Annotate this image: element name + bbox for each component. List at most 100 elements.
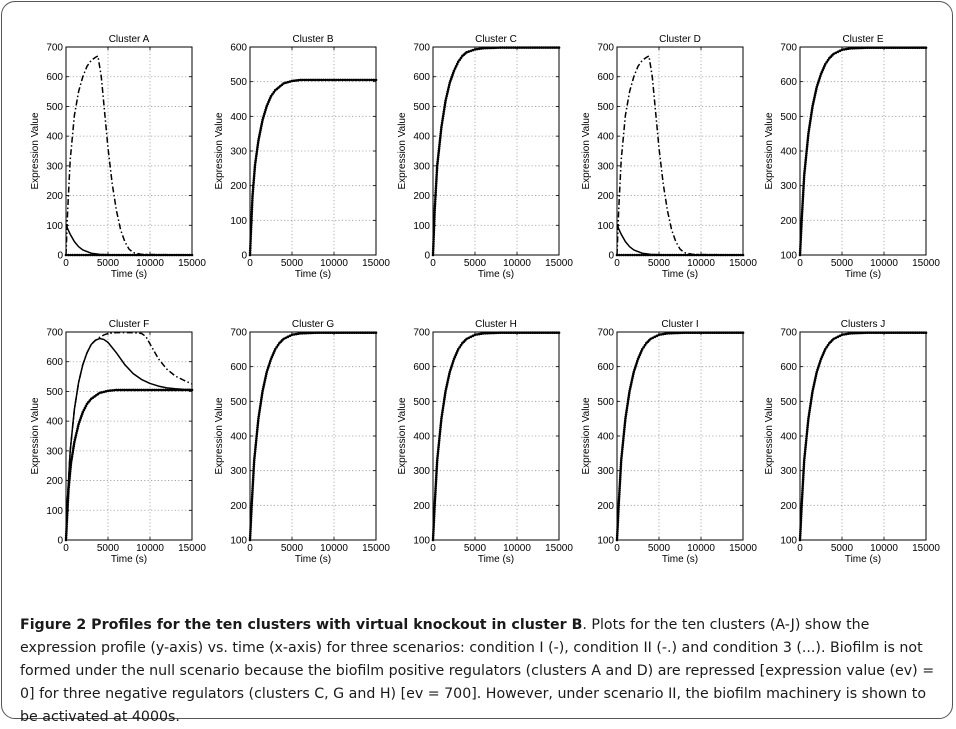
data-point bbox=[623, 419, 627, 423]
data-point bbox=[805, 147, 809, 151]
x-tick-label: 5000 bbox=[648, 258, 671, 269]
data-point bbox=[459, 343, 463, 347]
data-point bbox=[883, 331, 886, 334]
data-point bbox=[255, 437, 258, 440]
data-point bbox=[657, 333, 661, 337]
chart-title: Cluster E bbox=[842, 34, 883, 45]
data-point bbox=[619, 471, 622, 475]
data-point bbox=[813, 379, 817, 382]
x-axis-label: Time (s) bbox=[662, 554, 698, 565]
data-point bbox=[531, 46, 535, 49]
data-point bbox=[469, 49, 473, 53]
data-point bbox=[807, 130, 811, 133]
data-point bbox=[252, 458, 256, 462]
data-point bbox=[546, 46, 550, 49]
data-point bbox=[642, 345, 645, 349]
data-point bbox=[264, 374, 268, 378]
data-point bbox=[251, 478, 255, 481]
data-point bbox=[704, 253, 707, 257]
data-point bbox=[439, 128, 443, 131]
data-point bbox=[439, 132, 443, 135]
data-point bbox=[261, 116, 265, 120]
data-point bbox=[619, 458, 623, 462]
data-point bbox=[918, 46, 921, 49]
data-point bbox=[800, 506, 803, 509]
data-point bbox=[849, 47, 852, 50]
data-point bbox=[181, 253, 185, 257]
data-point bbox=[249, 512, 253, 516]
data-point bbox=[870, 46, 873, 49]
data-point bbox=[621, 441, 625, 445]
data-point bbox=[357, 331, 360, 334]
data-point bbox=[257, 417, 260, 420]
data-point bbox=[437, 153, 440, 157]
data-point bbox=[433, 508, 436, 511]
data-point bbox=[432, 527, 435, 531]
data-point bbox=[248, 249, 252, 252]
data-point bbox=[619, 463, 623, 466]
data-point bbox=[799, 242, 802, 246]
data-point bbox=[448, 372, 451, 376]
data-point bbox=[259, 126, 263, 130]
data-point bbox=[799, 514, 803, 518]
data-point bbox=[142, 253, 145, 257]
data-point bbox=[801, 195, 805, 199]
data-point bbox=[818, 77, 821, 80]
data-point bbox=[802, 465, 806, 469]
data-point bbox=[834, 336, 837, 340]
data-point bbox=[108, 389, 112, 392]
data-point bbox=[67, 481, 71, 485]
data-point bbox=[249, 519, 253, 522]
data-point bbox=[102, 253, 105, 257]
data-point bbox=[909, 46, 913, 49]
data-point bbox=[486, 331, 489, 335]
data-point bbox=[442, 108, 446, 111]
data-point bbox=[509, 46, 513, 49]
data-point bbox=[186, 253, 189, 257]
data-point bbox=[80, 412, 84, 416]
data-point bbox=[689, 331, 693, 334]
data-point bbox=[260, 398, 263, 401]
data-point bbox=[268, 98, 271, 102]
y-tick-label: 500 bbox=[46, 387, 63, 398]
data-point bbox=[270, 355, 274, 359]
data-point bbox=[802, 471, 805, 475]
y-tick-label: 200 bbox=[780, 501, 797, 512]
data-point bbox=[313, 331, 317, 335]
data-point bbox=[469, 335, 473, 339]
data-point bbox=[801, 191, 805, 194]
data-point bbox=[263, 110, 267, 114]
data-point bbox=[432, 242, 435, 246]
data-point bbox=[445, 92, 449, 96]
data-point bbox=[525, 331, 528, 334]
data-point bbox=[823, 349, 826, 353]
data-point bbox=[431, 253, 435, 257]
data-point bbox=[799, 527, 802, 531]
data-point bbox=[258, 133, 261, 136]
data-point bbox=[664, 253, 667, 257]
data-point bbox=[527, 46, 530, 49]
data-point bbox=[557, 331, 561, 334]
data-point bbox=[254, 439, 258, 442]
data-point bbox=[297, 332, 300, 336]
data-point bbox=[177, 388, 181, 392]
data-point bbox=[440, 415, 444, 418]
data-point bbox=[252, 471, 255, 475]
data-point bbox=[78, 418, 82, 422]
data-point bbox=[859, 46, 863, 50]
data-point bbox=[251, 197, 254, 200]
data-point bbox=[819, 72, 823, 76]
data-point bbox=[64, 536, 68, 540]
data-point bbox=[433, 497, 437, 501]
data-point bbox=[494, 46, 498, 50]
data-point bbox=[438, 140, 442, 144]
data-point bbox=[437, 149, 441, 153]
data-point bbox=[65, 523, 69, 526]
data-point bbox=[271, 353, 274, 357]
series-line-solid bbox=[616, 224, 743, 256]
data-point bbox=[805, 152, 808, 155]
data-point bbox=[922, 46, 926, 49]
data-point bbox=[693, 331, 697, 334]
data-point bbox=[710, 253, 714, 257]
data-point bbox=[520, 331, 524, 334]
